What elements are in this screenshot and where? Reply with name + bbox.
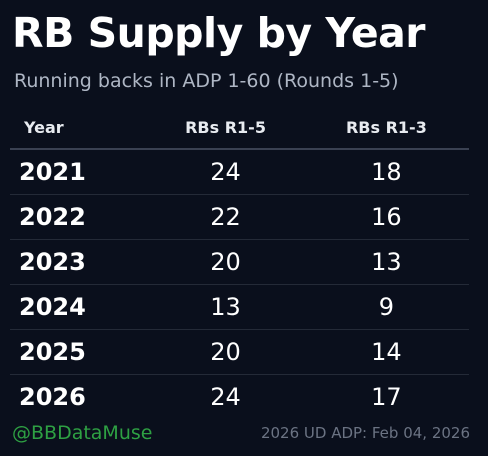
rb-supply-table: Year RBs R1-5 RBs R1-3 2021 24 18 2022 22 16 2… [10,106,469,419]
column-header-rbs-r1-5: RBs R1-5 [147,106,304,150]
cell-rbs-r1-5: 24 [147,149,304,195]
cell-rbs-r1-3: 16 [303,194,469,240]
cell-rbs-r1-5: 22 [147,194,304,240]
table-row: 2024 13 9 [10,284,469,330]
table-row: 2021 24 18 [10,149,469,195]
cell-rbs-r1-3: 14 [303,329,469,375]
cell-year: 2026 [19,383,86,411]
cell-rbs-r1-5: 20 [147,329,304,375]
cell-rbs-r1-3: 18 [303,149,469,195]
chart-title: RB Supply by Year [12,9,426,57]
cell-rbs-r1-5: 20 [147,239,304,285]
data-source-note: 2026 UD ADP: Feb 04, 2026 [260,424,470,442]
cell-year: 2021 [10,149,148,195]
column-header-year: Year [10,106,148,150]
chart-subtitle: Running backs in ADP 1-60 (Rounds 1-5) [14,70,399,92]
table-row: 2026 24 17 [10,375,469,420]
table-body: 2021 24 18 2022 22 16 2023 20 13 2024 13 9 2025 20 14 2… [10,149,469,419]
header-row: Year RBs R1-5 RBs R1-3 [10,106,469,150]
column-header-rbs-r1-3: RBs R1-3 [303,106,469,150]
table-row: 2025 20 14 [10,329,469,375]
cell-rbs-r1-3: 17 [371,383,402,411]
cell-rbs-r1-5: 13 [147,284,304,330]
cell-year: 2024 [10,284,148,330]
cell-rbs-r1-3: 13 [303,239,469,285]
table-row: 2023 20 13 [10,239,469,285]
cell-year: 2023 [10,239,148,285]
author-handle: @BBDataMuse [12,422,153,444]
cell-year: 2025 [10,329,148,375]
table-row: 2022 22 16 [10,194,469,240]
table-header: Year RBs R1-5 RBs R1-3 [10,106,469,150]
cell-year: 2022 [10,194,148,240]
cell-rbs-r1-5: 24 [210,383,241,411]
cell-rbs-r1-3: 9 [303,284,469,330]
